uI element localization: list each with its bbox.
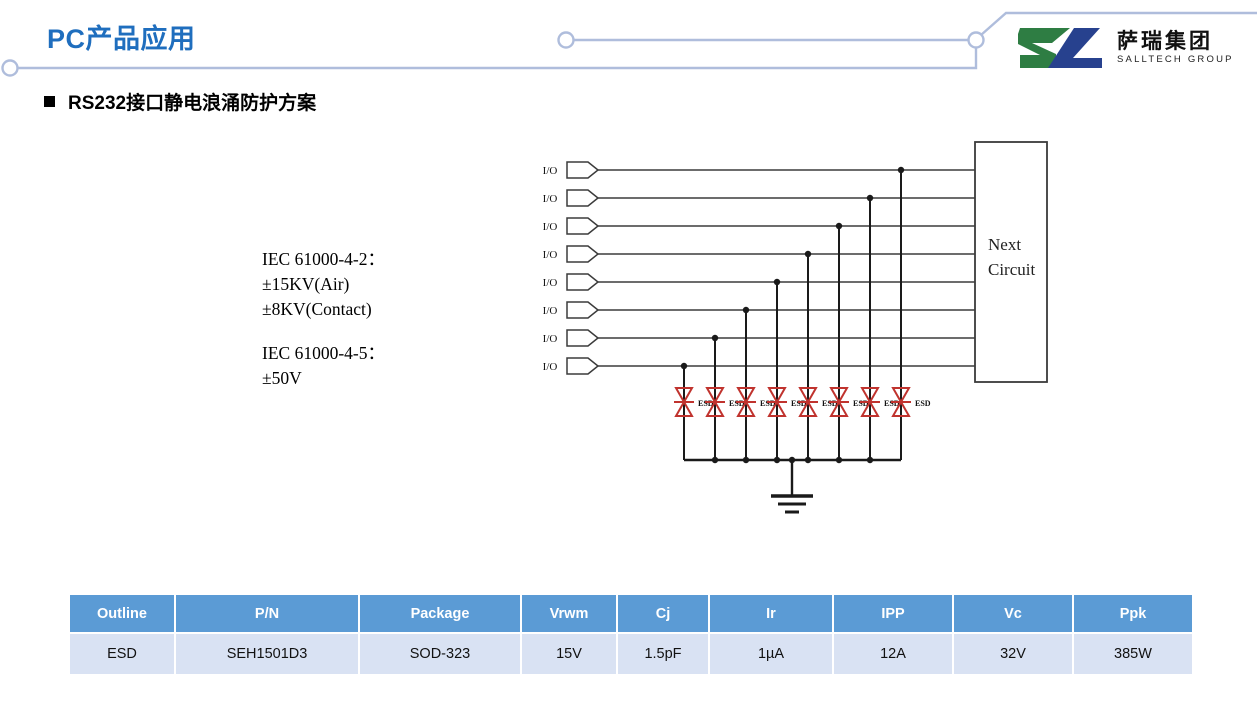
table-header-package: Package bbox=[360, 595, 520, 632]
esd-diode-3: ESD bbox=[736, 387, 776, 417]
io-label-5: I/O bbox=[543, 277, 558, 289]
esd-diode-6: ESD bbox=[829, 387, 869, 417]
io-label-8: I/O bbox=[543, 361, 558, 373]
cell-outline: ESD bbox=[70, 634, 174, 674]
table-row: ESD SEH1501D3 SOD-323 15V 1.5pF 1µA 12A … bbox=[70, 634, 1192, 674]
table-row-gap bbox=[70, 632, 1192, 634]
esd-diode-4: ESD bbox=[767, 387, 807, 417]
esd-diode-label-1: ESD bbox=[698, 399, 714, 408]
section-heading: RS232接口静电浪涌防护方案 bbox=[44, 88, 316, 115]
table-header-row: Outline P/N Package Vrwm Cj Ir IPP Vc Pp… bbox=[70, 595, 1192, 632]
io-label-3: I/O bbox=[543, 221, 558, 233]
io-label-4: I/O bbox=[543, 249, 558, 261]
cell-ipp: 12A bbox=[834, 634, 952, 674]
io-port-1: I/O bbox=[543, 161, 600, 179]
earth-ground-icon bbox=[771, 460, 813, 514]
protection-circuit-diagram: I/O I/O I/O I/O I/O I/O I/O I/O bbox=[543, 141, 1048, 514]
junction-dot bbox=[742, 306, 750, 314]
cell-ppk: 385W bbox=[1074, 634, 1192, 674]
cell-vc: 32V bbox=[954, 634, 1072, 674]
logo-name-cn: 萨瑞集团 bbox=[1117, 30, 1213, 54]
esd-diode-label-3: ESD bbox=[760, 399, 776, 408]
spec-esd-standard: IEC 61000-4-2： bbox=[262, 249, 385, 269]
esd-diode-2: ESD bbox=[705, 387, 745, 417]
table-header-ir: Ir bbox=[710, 595, 832, 632]
spec-surge-standard: IEC 61000-4-5： bbox=[262, 343, 385, 363]
esd-diode-label-6: ESD bbox=[853, 399, 869, 408]
esd-diode-label-7: ESD bbox=[884, 399, 900, 408]
io-port-5: I/O bbox=[543, 273, 600, 291]
ground-junction-dot bbox=[742, 456, 750, 464]
io-port-6: I/O bbox=[543, 301, 600, 319]
cell-ir: 1µA bbox=[710, 634, 832, 674]
io-label-6: I/O bbox=[543, 305, 558, 317]
esd-diode-label-8: ESD bbox=[915, 399, 931, 408]
trace-node-right bbox=[967, 31, 985, 49]
ground-junction-dot bbox=[835, 456, 843, 464]
io-label-7: I/O bbox=[543, 333, 558, 345]
cell-package: SOD-323 bbox=[360, 634, 520, 674]
section-heading-label: RS232接口静电浪涌防护方案 bbox=[68, 93, 317, 114]
esd-diode-label-4: ESD bbox=[791, 399, 807, 408]
cell-vrwm: 15V bbox=[522, 634, 616, 674]
next-circuit-line1: Next bbox=[988, 235, 1021, 254]
junction-dot bbox=[773, 278, 781, 286]
junction-dot bbox=[711, 334, 719, 342]
io-label-1: I/O bbox=[543, 165, 558, 177]
io-port-3: I/O bbox=[543, 217, 600, 235]
logo-name-en: SALLTECH GROUP bbox=[1117, 54, 1234, 66]
ground-junction-dot bbox=[804, 456, 812, 464]
spec-esd-contact: ±8KV(Contact) bbox=[262, 299, 372, 319]
trace-node-mid bbox=[557, 31, 575, 49]
square-bullet-icon bbox=[44, 96, 55, 107]
junction-dot bbox=[866, 194, 874, 202]
salltech-logo-icon bbox=[1018, 28, 1102, 68]
io-port-2: I/O bbox=[543, 189, 600, 207]
parameter-table: Outline P/N Package Vrwm Cj Ir IPP Vc Pp… bbox=[68, 595, 1194, 674]
table-header-outline: Outline bbox=[70, 595, 174, 632]
next-circuit-line2: Circuit bbox=[988, 260, 1035, 279]
cell-cj: 1.5pF bbox=[618, 634, 708, 674]
io-port-8: I/O bbox=[543, 357, 600, 375]
cell-pn: SEH1501D3 bbox=[176, 634, 358, 674]
spec-spacer bbox=[262, 322, 385, 341]
table-header-ipp: IPP bbox=[834, 595, 952, 632]
brand-logo: 萨瑞集团 SALLTECH GROUP bbox=[1012, 24, 1234, 72]
junction-dot bbox=[835, 222, 843, 230]
table-header-ppk: Ppk bbox=[1074, 595, 1192, 632]
junction-dot bbox=[680, 362, 688, 370]
esd-diode-8: ESD bbox=[891, 387, 931, 417]
table-header-pn: P/N bbox=[176, 595, 358, 632]
table-header-cj: Cj bbox=[618, 595, 708, 632]
table-header-vc: Vc bbox=[954, 595, 1072, 632]
io-label-2: I/O bbox=[543, 193, 558, 205]
page-title: PC产品应用 bbox=[47, 24, 196, 54]
io-port-4: I/O bbox=[543, 245, 600, 263]
esd-diode-1: ESD bbox=[674, 387, 714, 417]
table-header-vrwm: Vrwm bbox=[522, 595, 616, 632]
spec-surge-value: ±50V bbox=[262, 368, 302, 388]
junction-dot bbox=[897, 166, 905, 174]
trace-node-left bbox=[1, 59, 19, 77]
ground-junction-dot bbox=[711, 456, 719, 464]
next-circuit-block: Next Circuit bbox=[974, 141, 1048, 383]
esd-diode-7: ESD bbox=[860, 387, 900, 417]
esd-diode-label-5: ESD bbox=[822, 399, 838, 408]
logo-wordmark: 萨瑞集团 SALLTECH GROUP bbox=[1117, 31, 1234, 65]
io-port-7: I/O bbox=[543, 329, 600, 347]
esd-diode-label-2: ESD bbox=[729, 399, 745, 408]
spec-esd-air: ±15KV(Air) bbox=[262, 274, 350, 294]
ground-junction-dot bbox=[866, 456, 874, 464]
ground-junction-dot bbox=[773, 456, 781, 464]
immunity-spec-block: IEC 61000-4-2： ±15KV(Air) ±8KV(Contact) … bbox=[262, 247, 385, 391]
junction-dot bbox=[804, 250, 812, 258]
esd-diode-5: ESD bbox=[798, 387, 838, 417]
